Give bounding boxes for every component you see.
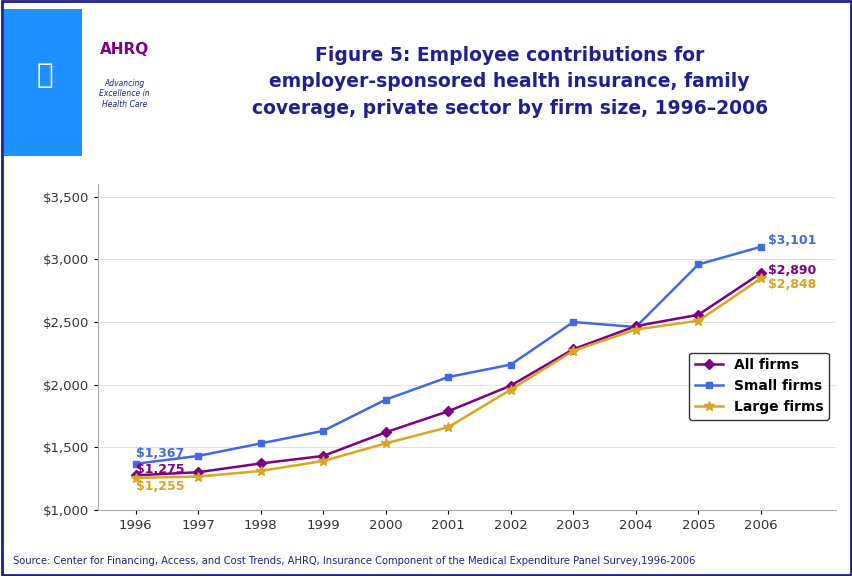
Text: $2,890: $2,890: [768, 264, 815, 278]
Bar: [82, 9, 166, 156]
Bar: [4, 9, 82, 156]
Text: Advancing
Excellence in
Health Care: Advancing Excellence in Health Care: [99, 79, 149, 109]
Text: $2,848: $2,848: [768, 278, 815, 291]
Text: $1,367: $1,367: [135, 447, 184, 460]
Legend: All firms, Small firms, Large firms: All firms, Small firms, Large firms: [688, 353, 828, 419]
Text: Figure 5: Employee contributions for
employer-sponsored health insurance, family: Figure 5: Employee contributions for emp…: [251, 46, 767, 118]
Text: $1,275: $1,275: [135, 463, 184, 476]
Text: $1,255: $1,255: [135, 480, 184, 494]
Text: Source: Center for Financing, Access, and Cost Trends, AHRQ, Insurance Component: Source: Center for Financing, Access, an…: [13, 556, 694, 566]
Text: AHRQ: AHRQ: [100, 42, 148, 57]
Text: 🦅: 🦅: [37, 60, 53, 89]
Text: $3,101: $3,101: [768, 234, 816, 247]
